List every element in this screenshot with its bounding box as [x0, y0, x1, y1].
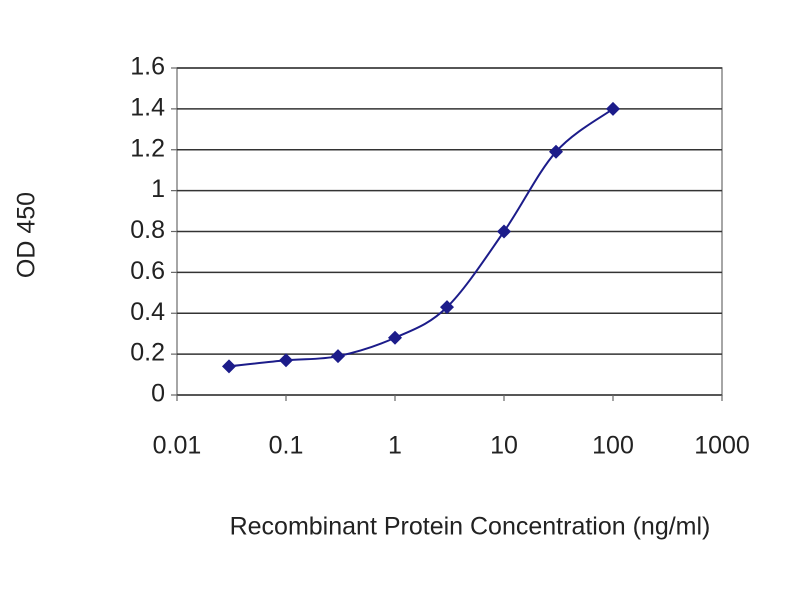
data-point — [497, 224, 511, 239]
y-tick-label: 1.6 — [130, 53, 165, 81]
data-point — [331, 349, 346, 364]
data-point — [440, 300, 455, 315]
x-axis-title: Recombinant Protein Concentration (ng/ml… — [230, 513, 711, 541]
x-tick-label: 0.01 — [153, 432, 202, 460]
data-point — [549, 144, 564, 159]
y-tick-label: 0 — [151, 380, 165, 408]
data-point — [279, 353, 293, 368]
x-tick-label: 100 — [592, 432, 634, 460]
x-tick-label: 0.1 — [269, 432, 304, 460]
y-tick-label: 0.4 — [130, 298, 165, 326]
x-tick-label: 1 — [388, 432, 402, 460]
data-point — [222, 359, 237, 374]
y-tick-label: 1 — [151, 175, 165, 203]
y-tick-label: 0.8 — [130, 216, 165, 244]
y-tick-label: 1.2 — [130, 134, 165, 162]
x-tick-label: 10 — [490, 432, 518, 460]
x-tick-label: 1000 — [694, 432, 750, 460]
data-point — [388, 330, 402, 345]
y-tick-label: 1.4 — [130, 93, 165, 121]
y-tick-label: 0.2 — [130, 339, 165, 367]
y-axis-title: OD 450 — [13, 192, 41, 278]
data-point — [606, 101, 620, 116]
y-tick-label: 0.6 — [130, 257, 165, 285]
